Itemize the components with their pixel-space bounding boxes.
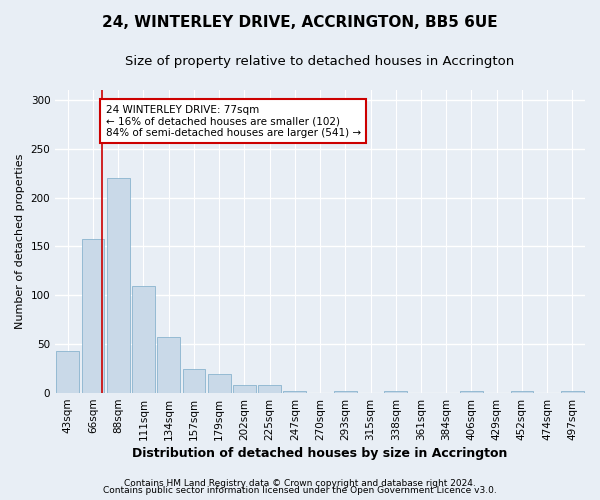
- Bar: [56, 351, 79, 393]
- Bar: [233, 385, 256, 393]
- Bar: [107, 178, 130, 393]
- Text: Contains HM Land Registry data © Crown copyright and database right 2024.: Contains HM Land Registry data © Crown c…: [124, 478, 476, 488]
- Bar: [208, 374, 230, 393]
- Bar: [561, 391, 584, 393]
- Title: Size of property relative to detached houses in Accrington: Size of property relative to detached ho…: [125, 55, 515, 68]
- Bar: [157, 338, 180, 393]
- Bar: [511, 391, 533, 393]
- Text: Contains public sector information licensed under the Open Government Licence v3: Contains public sector information licen…: [103, 486, 497, 495]
- Text: 24 WINTERLEY DRIVE: 77sqm
← 16% of detached houses are smaller (102)
84% of semi: 24 WINTERLEY DRIVE: 77sqm ← 16% of detac…: [106, 104, 361, 138]
- Text: 24, WINTERLEY DRIVE, ACCRINGTON, BB5 6UE: 24, WINTERLEY DRIVE, ACCRINGTON, BB5 6UE: [102, 15, 498, 30]
- Bar: [334, 391, 356, 393]
- Bar: [258, 385, 281, 393]
- X-axis label: Distribution of detached houses by size in Accrington: Distribution of detached houses by size …: [133, 447, 508, 460]
- Bar: [385, 391, 407, 393]
- Bar: [283, 391, 306, 393]
- Bar: [132, 286, 155, 393]
- Bar: [460, 391, 483, 393]
- Bar: [182, 368, 205, 393]
- Bar: [82, 238, 104, 393]
- Y-axis label: Number of detached properties: Number of detached properties: [15, 154, 25, 329]
